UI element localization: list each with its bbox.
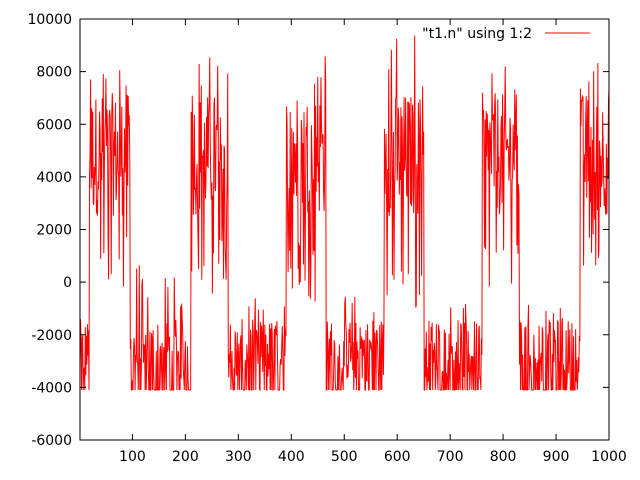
x-axis-ticks: 100 200 300 400 500 600 700 800 900 1000: [119, 19, 627, 465]
y-tick-label: 10000: [27, 12, 72, 28]
y-tick-label: 8000: [36, 65, 72, 81]
legend: "t1.n" using 1:2: [422, 26, 590, 42]
x-tick-label: 800: [490, 449, 517, 465]
y-tick-label: 4000: [36, 170, 72, 186]
y-tick-label: 6000: [36, 117, 72, 133]
y-tick-label: -2000: [31, 328, 72, 344]
y-tick-label: -6000: [31, 433, 72, 449]
series-layer: [79, 35, 610, 391]
y-tick-label: 0: [63, 275, 72, 291]
y-tick-label: 2000: [36, 223, 72, 239]
x-tick-label: 900: [543, 449, 570, 465]
x-tick-label: 700: [437, 449, 464, 465]
y-axis-ticks: -6000 -4000 -2000 0 2000 4000 6000 8000 10000: [27, 12, 609, 449]
x-tick-label: 1000: [591, 449, 627, 465]
x-tick-label: 400: [278, 449, 305, 465]
series-line: [79, 35, 610, 391]
x-tick-label: 100: [119, 449, 146, 465]
x-tick-label: 300: [225, 449, 252, 465]
x-tick-label: 600: [384, 449, 411, 465]
legend-label: "t1.n" using 1:2: [422, 26, 532, 42]
y-tick-label: -4000: [31, 380, 72, 396]
x-tick-label: 200: [172, 449, 199, 465]
x-tick-label: 500: [331, 449, 358, 465]
